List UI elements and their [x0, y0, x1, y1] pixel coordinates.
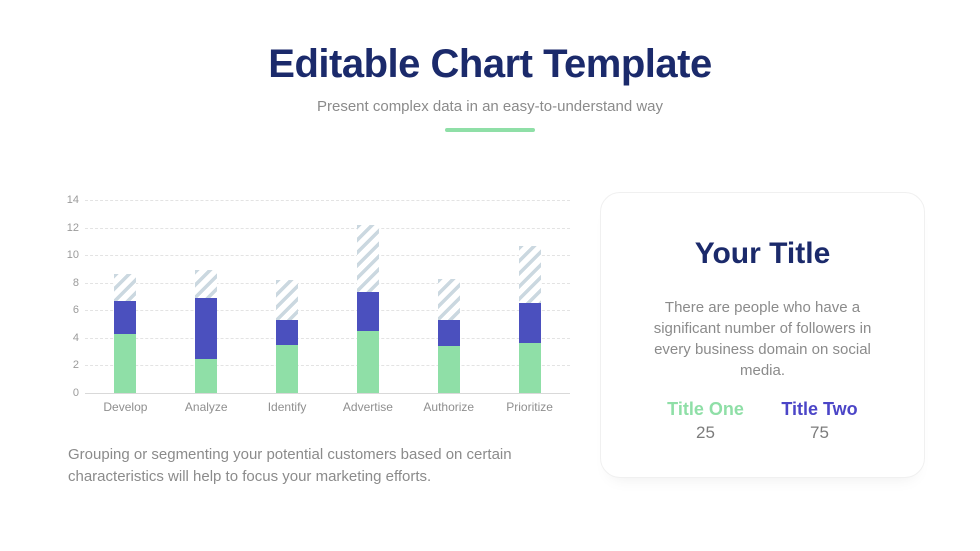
bar-segment-hatched-forecast: [518, 245, 541, 304]
bar-segment-solid-purple: [195, 297, 218, 359]
stat-one: Title One 25: [655, 399, 757, 443]
x-tick-label: Identify: [267, 400, 307, 414]
stat-two-label: Title Two: [781, 399, 858, 419]
gridline: [85, 200, 570, 201]
bar-segment-hatched-forecast: [195, 270, 218, 298]
accent-divider: [445, 128, 535, 132]
bar-segment-solid-purple: [114, 300, 137, 334]
x-axis-line: [85, 393, 570, 394]
bar-segment-hatched-forecast: [114, 274, 137, 301]
gridline: [85, 227, 570, 229]
stats-row: Title One 25 Title Two 75: [601, 399, 924, 443]
stat-one-value: 25: [696, 423, 715, 442]
y-tick-label: 0: [72, 387, 79, 399]
x-tick-label: Advertise: [342, 400, 393, 414]
x-axis-labels: Develop Analyze Identify Advertise Authorize…: [85, 393, 570, 415]
card-body-text: There are people who have a significant …: [653, 299, 872, 379]
stat-one-label: Title One: [667, 399, 744, 419]
gridline: [85, 310, 570, 312]
y-tick-label: 14: [66, 194, 79, 206]
x-tick-label: Analyze: [184, 400, 228, 414]
bar-segment-solid-purple: [518, 303, 541, 344]
y-tick-label: 10: [66, 249, 79, 262]
x-tick-label: Prioritize: [506, 400, 553, 414]
bar-segment-solid-purple: [437, 319, 460, 347]
page-subtitle: Present complex data in an easy-to-under…: [316, 98, 664, 115]
x-tick-label: Develop: [103, 400, 148, 414]
bar-segment-solid-purple: [356, 292, 379, 331]
y-tick-label: 12: [66, 221, 79, 234]
y-tick-label: 2: [72, 359, 79, 372]
bar-segment-hatched-forecast: [437, 278, 460, 320]
bar-segment-solid-green: [518, 343, 541, 393]
card-title: Your Title: [694, 237, 831, 270]
info-card: Your Title There are people who have a s…: [600, 192, 925, 478]
gridline: [85, 255, 570, 257]
y-tick-label: 4: [72, 331, 79, 344]
stat-two: Title Two 75: [769, 399, 871, 443]
y-tick-label: 8: [72, 276, 79, 289]
bar-segment-solid-purple: [276, 319, 299, 345]
bar-segment-solid-green: [437, 346, 460, 393]
bar-segment-solid-green: [356, 330, 379, 393]
bar-segment-solid-green: [114, 333, 137, 393]
gridline: [85, 282, 570, 284]
bar-segment-hatched-forecast: [276, 279, 299, 320]
bar-segment-solid-green: [195, 358, 218, 393]
stacked-bar-chart: 0 2 4 6 8 10 12 14 Develop Analyze Identify Advert…: [59, 194, 570, 414]
bar-segment-solid-green: [276, 344, 299, 393]
bar-chart-plot: [85, 200, 570, 394]
bar-segment-hatched-forecast: [356, 224, 379, 293]
page-title: Editable Chart Template: [268, 42, 712, 86]
gridline: [85, 365, 570, 367]
y-tick-label: 6: [72, 304, 79, 317]
x-tick-label: Authorize: [423, 400, 475, 414]
stat-two-value: 75: [810, 423, 829, 442]
chart-caption: Grouping or segmenting your potential cu…: [68, 446, 512, 485]
y-axis-labels: 0 2 4 6 8 10 12 14: [59, 194, 79, 399]
gridline: [85, 337, 570, 339]
